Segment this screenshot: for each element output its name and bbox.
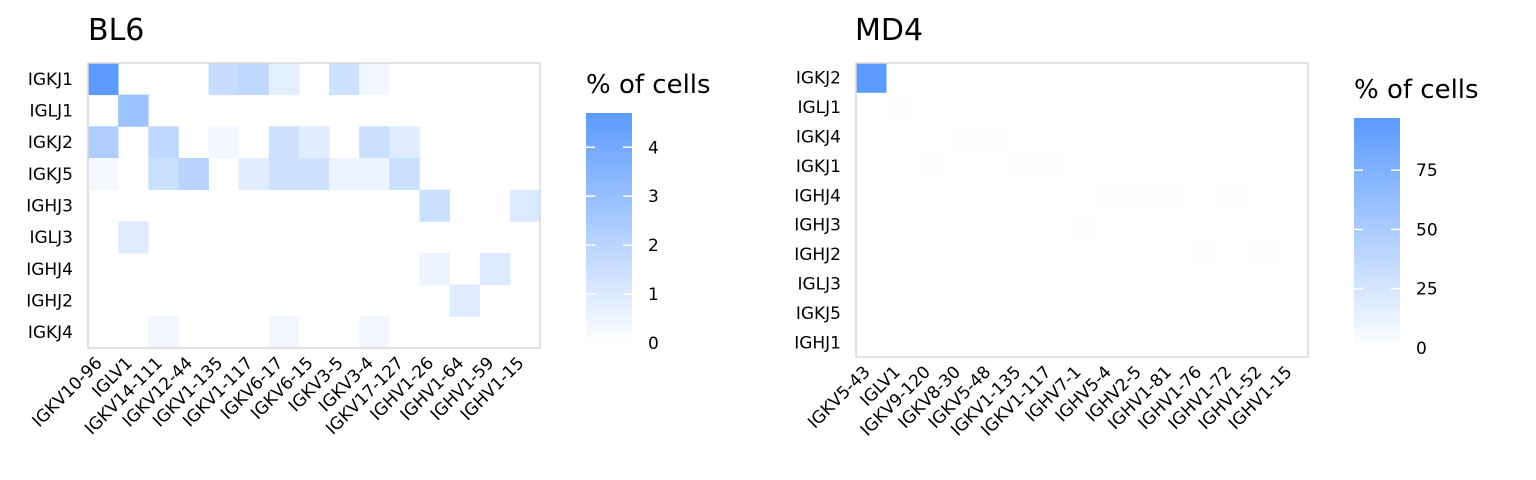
heatmap-cell bbox=[238, 158, 270, 191]
legend-tick-label: 4 bbox=[648, 138, 659, 158]
heatmap-cell bbox=[238, 63, 270, 96]
heatmap-cell bbox=[88, 158, 119, 191]
heatmap-cell bbox=[479, 253, 511, 286]
heatmap-cell bbox=[1187, 239, 1218, 270]
legend-tick-label: 50 bbox=[1416, 220, 1438, 240]
legend-colorbar bbox=[1354, 118, 1400, 348]
legend-tick-label: 25 bbox=[1416, 280, 1438, 300]
heatmap-cell bbox=[946, 121, 977, 152]
y-tick-label: IGKJ5 bbox=[796, 304, 841, 324]
heatmap-cell bbox=[178, 158, 209, 191]
heatmap-cell bbox=[1127, 180, 1158, 211]
legend-title: % of cells bbox=[586, 70, 711, 100]
heatmap-cell bbox=[976, 121, 1008, 152]
heatmap-cell bbox=[419, 253, 450, 286]
heatmap-cell bbox=[1006, 151, 1038, 181]
heatmap-cell bbox=[88, 63, 119, 96]
y-tick-label: IGKJ4 bbox=[796, 128, 841, 148]
panel-border bbox=[855, 62, 1309, 358]
legend-tick-label: 0 bbox=[648, 334, 659, 354]
heatmap-cell bbox=[916, 151, 947, 181]
y-tick-label: IGHJ1 bbox=[794, 333, 841, 353]
heatmap-cell bbox=[268, 63, 300, 96]
legend-title: % of cells bbox=[1354, 75, 1479, 105]
y-tick-label: IGKJ5 bbox=[28, 165, 73, 185]
heatmap-cell bbox=[298, 126, 330, 159]
heatmap-cell bbox=[208, 126, 240, 159]
heatmap-cell bbox=[389, 158, 420, 191]
heatmap-cell bbox=[329, 63, 360, 96]
chart-title: BL6 bbox=[88, 13, 144, 48]
y-tick-label: IGLJ3 bbox=[30, 228, 74, 248]
chart-title: MD4 bbox=[855, 13, 923, 48]
heatmap-cell bbox=[886, 92, 917, 123]
legend-tick-label: 2 bbox=[648, 236, 659, 256]
heatmap-cell bbox=[208, 63, 240, 96]
heatmap-cell bbox=[118, 221, 149, 254]
heatmap-cell bbox=[359, 158, 390, 191]
y-tick-label: IGHJ4 bbox=[794, 186, 841, 206]
y-tick-label: IGHJ3 bbox=[26, 197, 73, 217]
legend-tick-label: 1 bbox=[648, 285, 659, 305]
heatmap-cell bbox=[268, 316, 300, 349]
heatmap-cell bbox=[1157, 180, 1188, 211]
heatmap-cell bbox=[389, 126, 420, 159]
legend-colorbar bbox=[586, 113, 632, 343]
heatmap-cell bbox=[148, 126, 179, 159]
heatmap-cell bbox=[118, 94, 149, 127]
legend-tick-label: 75 bbox=[1416, 161, 1438, 181]
y-tick-label: IGLJ1 bbox=[30, 102, 74, 122]
panel-border bbox=[87, 62, 541, 349]
y-tick-label: IGKJ4 bbox=[28, 323, 73, 343]
y-tick-label: IGHJ2 bbox=[26, 292, 73, 312]
heatmap-cell bbox=[856, 63, 887, 93]
heatmap-cell bbox=[359, 316, 390, 349]
heatmap-cell bbox=[268, 126, 300, 159]
heatmap-cell bbox=[449, 284, 481, 317]
legend-tick-label: 0 bbox=[1416, 339, 1427, 359]
heatmap-cell bbox=[298, 158, 330, 191]
y-tick-label: IGKJ2 bbox=[28, 133, 73, 153]
heatmap-cell bbox=[359, 63, 390, 96]
heatmap-cell bbox=[148, 316, 179, 349]
heatmap-cell bbox=[88, 126, 119, 159]
y-tick-label: IGKJ1 bbox=[28, 70, 73, 90]
heatmap-cell bbox=[1097, 180, 1128, 211]
heatmap-cell bbox=[419, 189, 450, 222]
legend-tick-label: 3 bbox=[648, 187, 659, 207]
y-tick-label: IGKJ2 bbox=[796, 69, 841, 89]
heatmap-cell bbox=[1066, 210, 1098, 240]
y-tick-label: IGKJ1 bbox=[796, 157, 841, 177]
heatmap-cell bbox=[509, 189, 541, 222]
y-tick-label: IGLJ3 bbox=[798, 275, 842, 295]
heatmap-cell bbox=[1217, 180, 1249, 211]
heatmap-cell bbox=[148, 158, 179, 191]
y-tick-label: IGHJ3 bbox=[794, 216, 841, 236]
heatmap-panel-0: BL6 IGKJ1 IGLJ1 IGKJ2 IGKJ5 IGHJ3 IGLJ3 IGHJ4 IG… bbox=[26, 13, 710, 439]
heatmap-cell bbox=[1247, 239, 1279, 270]
y-tick-label: IGHJ2 bbox=[794, 245, 841, 265]
heatmap-cell bbox=[359, 126, 390, 159]
y-tick-label: IGHJ4 bbox=[26, 260, 73, 280]
heatmap-panel-1: MD4 IGKJ2 IGLJ1 IGKJ4 IGKJ1 IGHJ4 IGHJ3 IGHJ2 IG… bbox=[794, 13, 1478, 440]
heatmap-cell bbox=[1036, 151, 1068, 181]
heatmap-cell bbox=[329, 158, 360, 191]
y-tick-label: IGLJ1 bbox=[798, 98, 842, 118]
heatmap-cell bbox=[268, 158, 300, 191]
